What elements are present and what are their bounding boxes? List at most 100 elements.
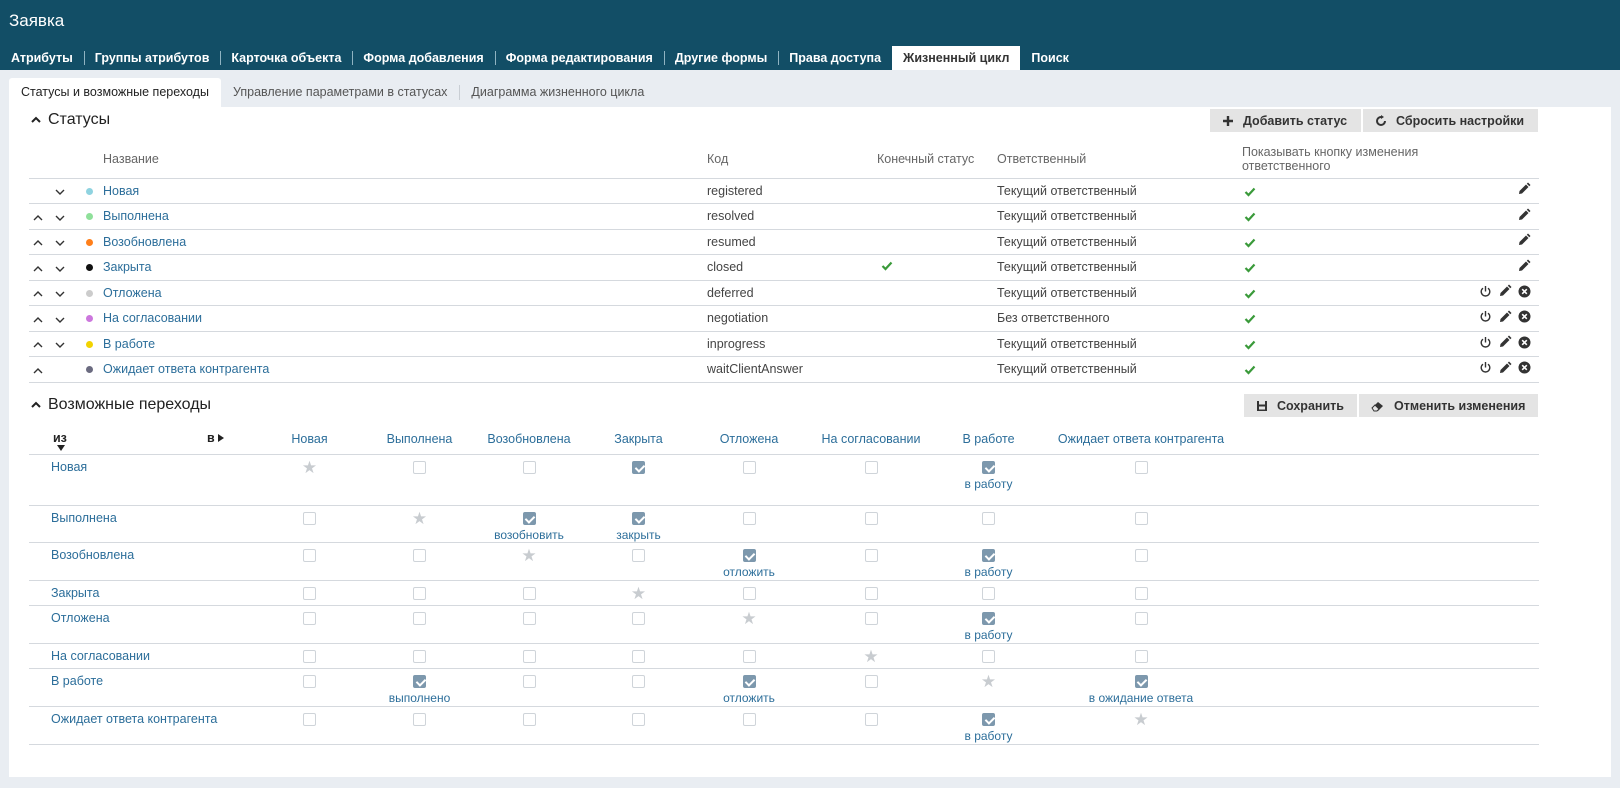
- tab-6[interactable]: Права доступа: [778, 46, 892, 70]
- transition-row-label[interactable]: Выполнена: [29, 505, 256, 543]
- transition-checkbox[interactable]: [1134, 649, 1148, 663]
- transition-checkbox[interactable]: [864, 548, 878, 562]
- move-down-button[interactable]: [55, 288, 65, 298]
- delete-button[interactable]: [1518, 361, 1531, 377]
- transition-checkbox[interactable]: [1134, 511, 1148, 525]
- transition-checkbox-checked[interactable]: [982, 611, 995, 625]
- move-down-button[interactable]: [55, 237, 65, 247]
- edit-button[interactable]: [1517, 233, 1531, 250]
- transition-checkbox-checked[interactable]: [522, 511, 536, 525]
- status-name-link[interactable]: На согласовании: [103, 311, 202, 326]
- chevron-up-icon[interactable]: [30, 399, 42, 411]
- transition-label[interactable]: в работу: [964, 476, 1013, 491]
- status-name-link[interactable]: В работе: [103, 336, 156, 351]
- transition-checkbox[interactable]: [632, 674, 645, 688]
- transition-row-label[interactable]: Отложена: [29, 605, 256, 644]
- toggle-status-button[interactable]: [1479, 310, 1492, 326]
- move-up-button[interactable]: [33, 339, 43, 349]
- transition-checkbox-checked[interactable]: [982, 548, 995, 562]
- transition-checkbox[interactable]: [413, 649, 426, 663]
- delete-button[interactable]: [1518, 285, 1531, 301]
- tab-5[interactable]: Другие формы: [663, 46, 778, 70]
- transition-checkbox[interactable]: [303, 611, 316, 625]
- transition-checkbox[interactable]: [864, 460, 878, 474]
- transition-label[interactable]: возобновить: [494, 527, 564, 542]
- transition-checkbox[interactable]: [303, 511, 316, 525]
- transition-row-label[interactable]: Возобновлена: [29, 542, 256, 581]
- move-up-button[interactable]: [33, 314, 43, 324]
- transition-checkbox[interactable]: [982, 649, 995, 663]
- edit-button[interactable]: [1517, 208, 1531, 225]
- status-name-link[interactable]: Отложена: [103, 285, 162, 300]
- transition-checkbox[interactable]: [522, 611, 536, 625]
- transition-row-label[interactable]: Ожидает ответа контрагента: [29, 706, 256, 745]
- transition-checkbox[interactable]: [742, 460, 756, 474]
- status-name-link[interactable]: Новая: [103, 183, 140, 198]
- tab-8[interactable]: Поиск: [1031, 51, 1069, 65]
- tab-3[interactable]: Форма добавления: [352, 46, 494, 70]
- transition-checkbox[interactable]: [303, 548, 316, 562]
- transition-row-label[interactable]: Новая: [29, 454, 256, 506]
- transition-label[interactable]: в работу: [964, 728, 1013, 743]
- transition-checkbox[interactable]: [1134, 586, 1148, 600]
- delete-button[interactable]: [1518, 310, 1531, 326]
- subtab-0[interactable]: Статусы и возможные переходы: [9, 78, 221, 107]
- transition-row-label[interactable]: На согласовании: [29, 643, 256, 669]
- transition-checkbox[interactable]: [632, 712, 645, 726]
- transition-checkbox[interactable]: [413, 712, 426, 726]
- toggle-status-button[interactable]: [1479, 285, 1492, 301]
- transition-checkbox-checked[interactable]: [632, 460, 645, 474]
- transition-checkbox[interactable]: [303, 586, 316, 600]
- transition-label[interactable]: в работу: [964, 564, 1013, 579]
- transition-checkbox[interactable]: [522, 460, 536, 474]
- transition-label[interactable]: отложить: [723, 564, 775, 579]
- status-name-link[interactable]: Выполнена: [103, 209, 169, 224]
- status-name-link[interactable]: Закрыта: [103, 260, 152, 275]
- tab-2[interactable]: Карточка объекта: [220, 46, 352, 70]
- tab-1[interactable]: Группы атрибутов: [83, 46, 221, 70]
- transition-label[interactable]: закрыть: [616, 527, 661, 542]
- status-name-link[interactable]: Ожидает ответа контрагента: [103, 362, 270, 377]
- move-down-button[interactable]: [55, 314, 65, 324]
- transition-checkbox[interactable]: [413, 611, 426, 625]
- edit-button[interactable]: [1498, 310, 1512, 327]
- move-down-button[interactable]: [55, 339, 65, 349]
- move-down-button[interactable]: [55, 186, 65, 196]
- transition-checkbox[interactable]: [742, 586, 756, 600]
- move-up-button[interactable]: [33, 237, 43, 247]
- transition-checkbox-checked[interactable]: [742, 674, 756, 688]
- transition-checkbox[interactable]: [413, 586, 426, 600]
- transition-checkbox[interactable]: [864, 611, 878, 625]
- edit-button[interactable]: [1498, 361, 1512, 378]
- transition-label[interactable]: отложить: [723, 690, 775, 705]
- transition-checkbox[interactable]: [413, 548, 426, 562]
- reset-settings-button[interactable]: Сбросить настройки: [1363, 109, 1538, 132]
- add-status-button[interactable]: Добавить статус: [1210, 109, 1361, 132]
- transition-checkbox[interactable]: [413, 460, 426, 474]
- status-name-link[interactable]: Возобновлена: [103, 234, 187, 249]
- transition-checkbox[interactable]: [982, 511, 995, 525]
- transition-checkbox-checked[interactable]: [742, 548, 756, 562]
- transition-checkbox[interactable]: [864, 511, 878, 525]
- transition-checkbox[interactable]: [1134, 460, 1148, 474]
- transition-checkbox[interactable]: [303, 649, 316, 663]
- transition-checkbox[interactable]: [864, 712, 878, 726]
- transition-checkbox-checked[interactable]: [632, 511, 645, 525]
- transition-label[interactable]: в ожидание ответа: [1088, 690, 1194, 705]
- move-up-button[interactable]: [33, 288, 43, 298]
- move-up-button[interactable]: [33, 263, 43, 273]
- transition-checkbox[interactable]: [1134, 548, 1148, 562]
- transition-checkbox[interactable]: [982, 586, 995, 600]
- transition-checkbox[interactable]: [632, 611, 645, 625]
- transition-checkbox[interactable]: [864, 586, 878, 600]
- transition-row-label[interactable]: В работе: [29, 668, 256, 707]
- delete-button[interactable]: [1518, 336, 1531, 352]
- transition-checkbox-checked[interactable]: [1134, 674, 1148, 688]
- transition-checkbox[interactable]: [303, 712, 316, 726]
- move-down-button[interactable]: [55, 263, 65, 273]
- transition-checkbox[interactable]: [742, 511, 756, 525]
- transition-checkbox-checked[interactable]: [982, 712, 995, 726]
- move-up-button[interactable]: [33, 212, 43, 222]
- tab-7[interactable]: Жизненный цикл: [892, 46, 1021, 70]
- tab-0[interactable]: Атрибуты: [11, 51, 73, 65]
